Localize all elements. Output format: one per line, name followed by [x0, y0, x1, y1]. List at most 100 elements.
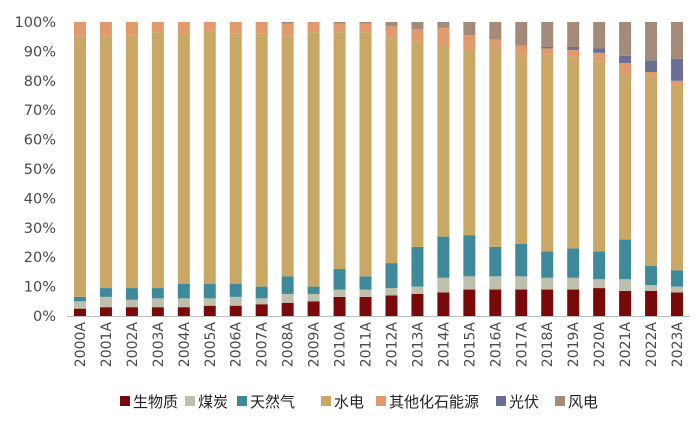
legend-item: 天然气 [237, 393, 295, 411]
bar-segment [567, 289, 580, 316]
x-tick-label: 2006A [229, 322, 245, 368]
legend-item: 其他化石能源 [376, 393, 479, 411]
legend-swatch [120, 396, 130, 406]
bar-segment [99, 36, 112, 289]
bar-segment [645, 285, 658, 292]
legend-label: 煤炭 [198, 393, 228, 411]
bar-segment [437, 277, 450, 293]
bar-segment [411, 22, 424, 30]
bar-segment [229, 33, 242, 284]
bar-segment [671, 270, 684, 287]
bar-segment [437, 27, 450, 46]
bar-segment [229, 283, 242, 297]
bar-segment [385, 288, 398, 296]
bar-segment [333, 268, 346, 290]
bar-segment [255, 22, 268, 34]
y-tick-label: 80% [24, 74, 56, 90]
bar-segment [125, 35, 138, 289]
bar-segment [411, 29, 424, 42]
legend-swatch [185, 396, 195, 406]
x-tick-label: 2020A [592, 322, 608, 368]
bar-segment [281, 302, 294, 316]
bar-segment [73, 36, 86, 297]
bar-segment [645, 291, 658, 316]
bar-segment [99, 288, 112, 297]
bar-segment [489, 289, 502, 316]
bar-segment [489, 246, 502, 277]
bar-segment [567, 57, 580, 249]
bar-segment [73, 296, 86, 302]
bar-segment [125, 22, 138, 36]
bar-segment [463, 276, 476, 290]
bar-segment [463, 49, 476, 236]
bar-segment [541, 22, 554, 47]
bar-segment [619, 63, 632, 74]
x-tick-label: 2002A [125, 322, 141, 368]
bar-segment [619, 22, 632, 56]
bar-segment [203, 298, 216, 306]
bar-segment [385, 263, 398, 289]
bar-segment [333, 289, 346, 297]
x-tick-label: 2015A [462, 322, 478, 368]
bar-segment [515, 276, 528, 290]
y-tick-label: 40% [24, 191, 56, 207]
bar-segment [177, 298, 190, 308]
bar-segment [73, 301, 86, 309]
bar-segment [619, 291, 632, 316]
bar-segment [281, 276, 294, 294]
legend-item: 风电 [555, 393, 598, 411]
bar-segment [307, 32, 320, 287]
bar-segment [489, 49, 502, 247]
bar-segment [437, 45, 450, 237]
x-tick-label: 2019A [566, 322, 582, 368]
bar-segment [645, 76, 658, 267]
bar-segment [619, 55, 632, 64]
legend-swatch [555, 396, 565, 406]
bar-segment [645, 60, 658, 72]
bar-segment [619, 73, 632, 240]
bar-segment [385, 295, 398, 316]
legend-label: 水电 [334, 393, 364, 411]
x-tick-label: 2003A [151, 322, 167, 368]
bar-segment [151, 298, 164, 308]
x-tick-label: 2010A [333, 322, 349, 368]
bar-segment [255, 286, 268, 299]
bar-segment [437, 22, 450, 28]
bar-segment [307, 301, 320, 316]
bar-segment [541, 251, 554, 278]
bar-segment [437, 236, 450, 278]
bar-segment [281, 293, 294, 303]
bar-segment [645, 22, 658, 61]
x-tick-label: 2023A [670, 322, 686, 368]
bar-segment [255, 298, 268, 305]
y-tick-label: 50% [24, 162, 56, 178]
legend-label: 光伏 [509, 393, 539, 411]
x-tick-label: 2007A [255, 322, 271, 368]
bar-segment [567, 22, 580, 47]
bar-segment [307, 293, 320, 302]
bar-segment [177, 22, 190, 34]
x-tick-label: 2011A [359, 322, 375, 368]
y-tick-label: 90% [24, 44, 56, 60]
legend-swatch [321, 396, 331, 406]
bar-segment [411, 246, 424, 287]
bar-segment [645, 71, 658, 77]
bar-segment [671, 22, 684, 59]
axis-layer: 0% 10% 20% 30% 40% 50% 60% 70% 80% 90% 100% 2000A 20… [15, 15, 690, 367]
bar-segment [125, 307, 138, 316]
bar-segment [593, 61, 606, 252]
bar-segment [541, 289, 554, 316]
bar-segment [333, 32, 346, 269]
bar-segment [515, 243, 528, 277]
bar-segment [177, 307, 190, 316]
bar-segment [619, 279, 632, 292]
bar-segment [567, 277, 580, 290]
legend-label: 生物质 [133, 393, 178, 411]
x-tick-label: 2013A [410, 322, 426, 368]
x-tick-label: 2000A [73, 322, 89, 368]
bar-segment [99, 296, 112, 308]
bar-segment [593, 251, 606, 280]
bar-segment [515, 45, 528, 55]
bar-segment [541, 46, 554, 49]
